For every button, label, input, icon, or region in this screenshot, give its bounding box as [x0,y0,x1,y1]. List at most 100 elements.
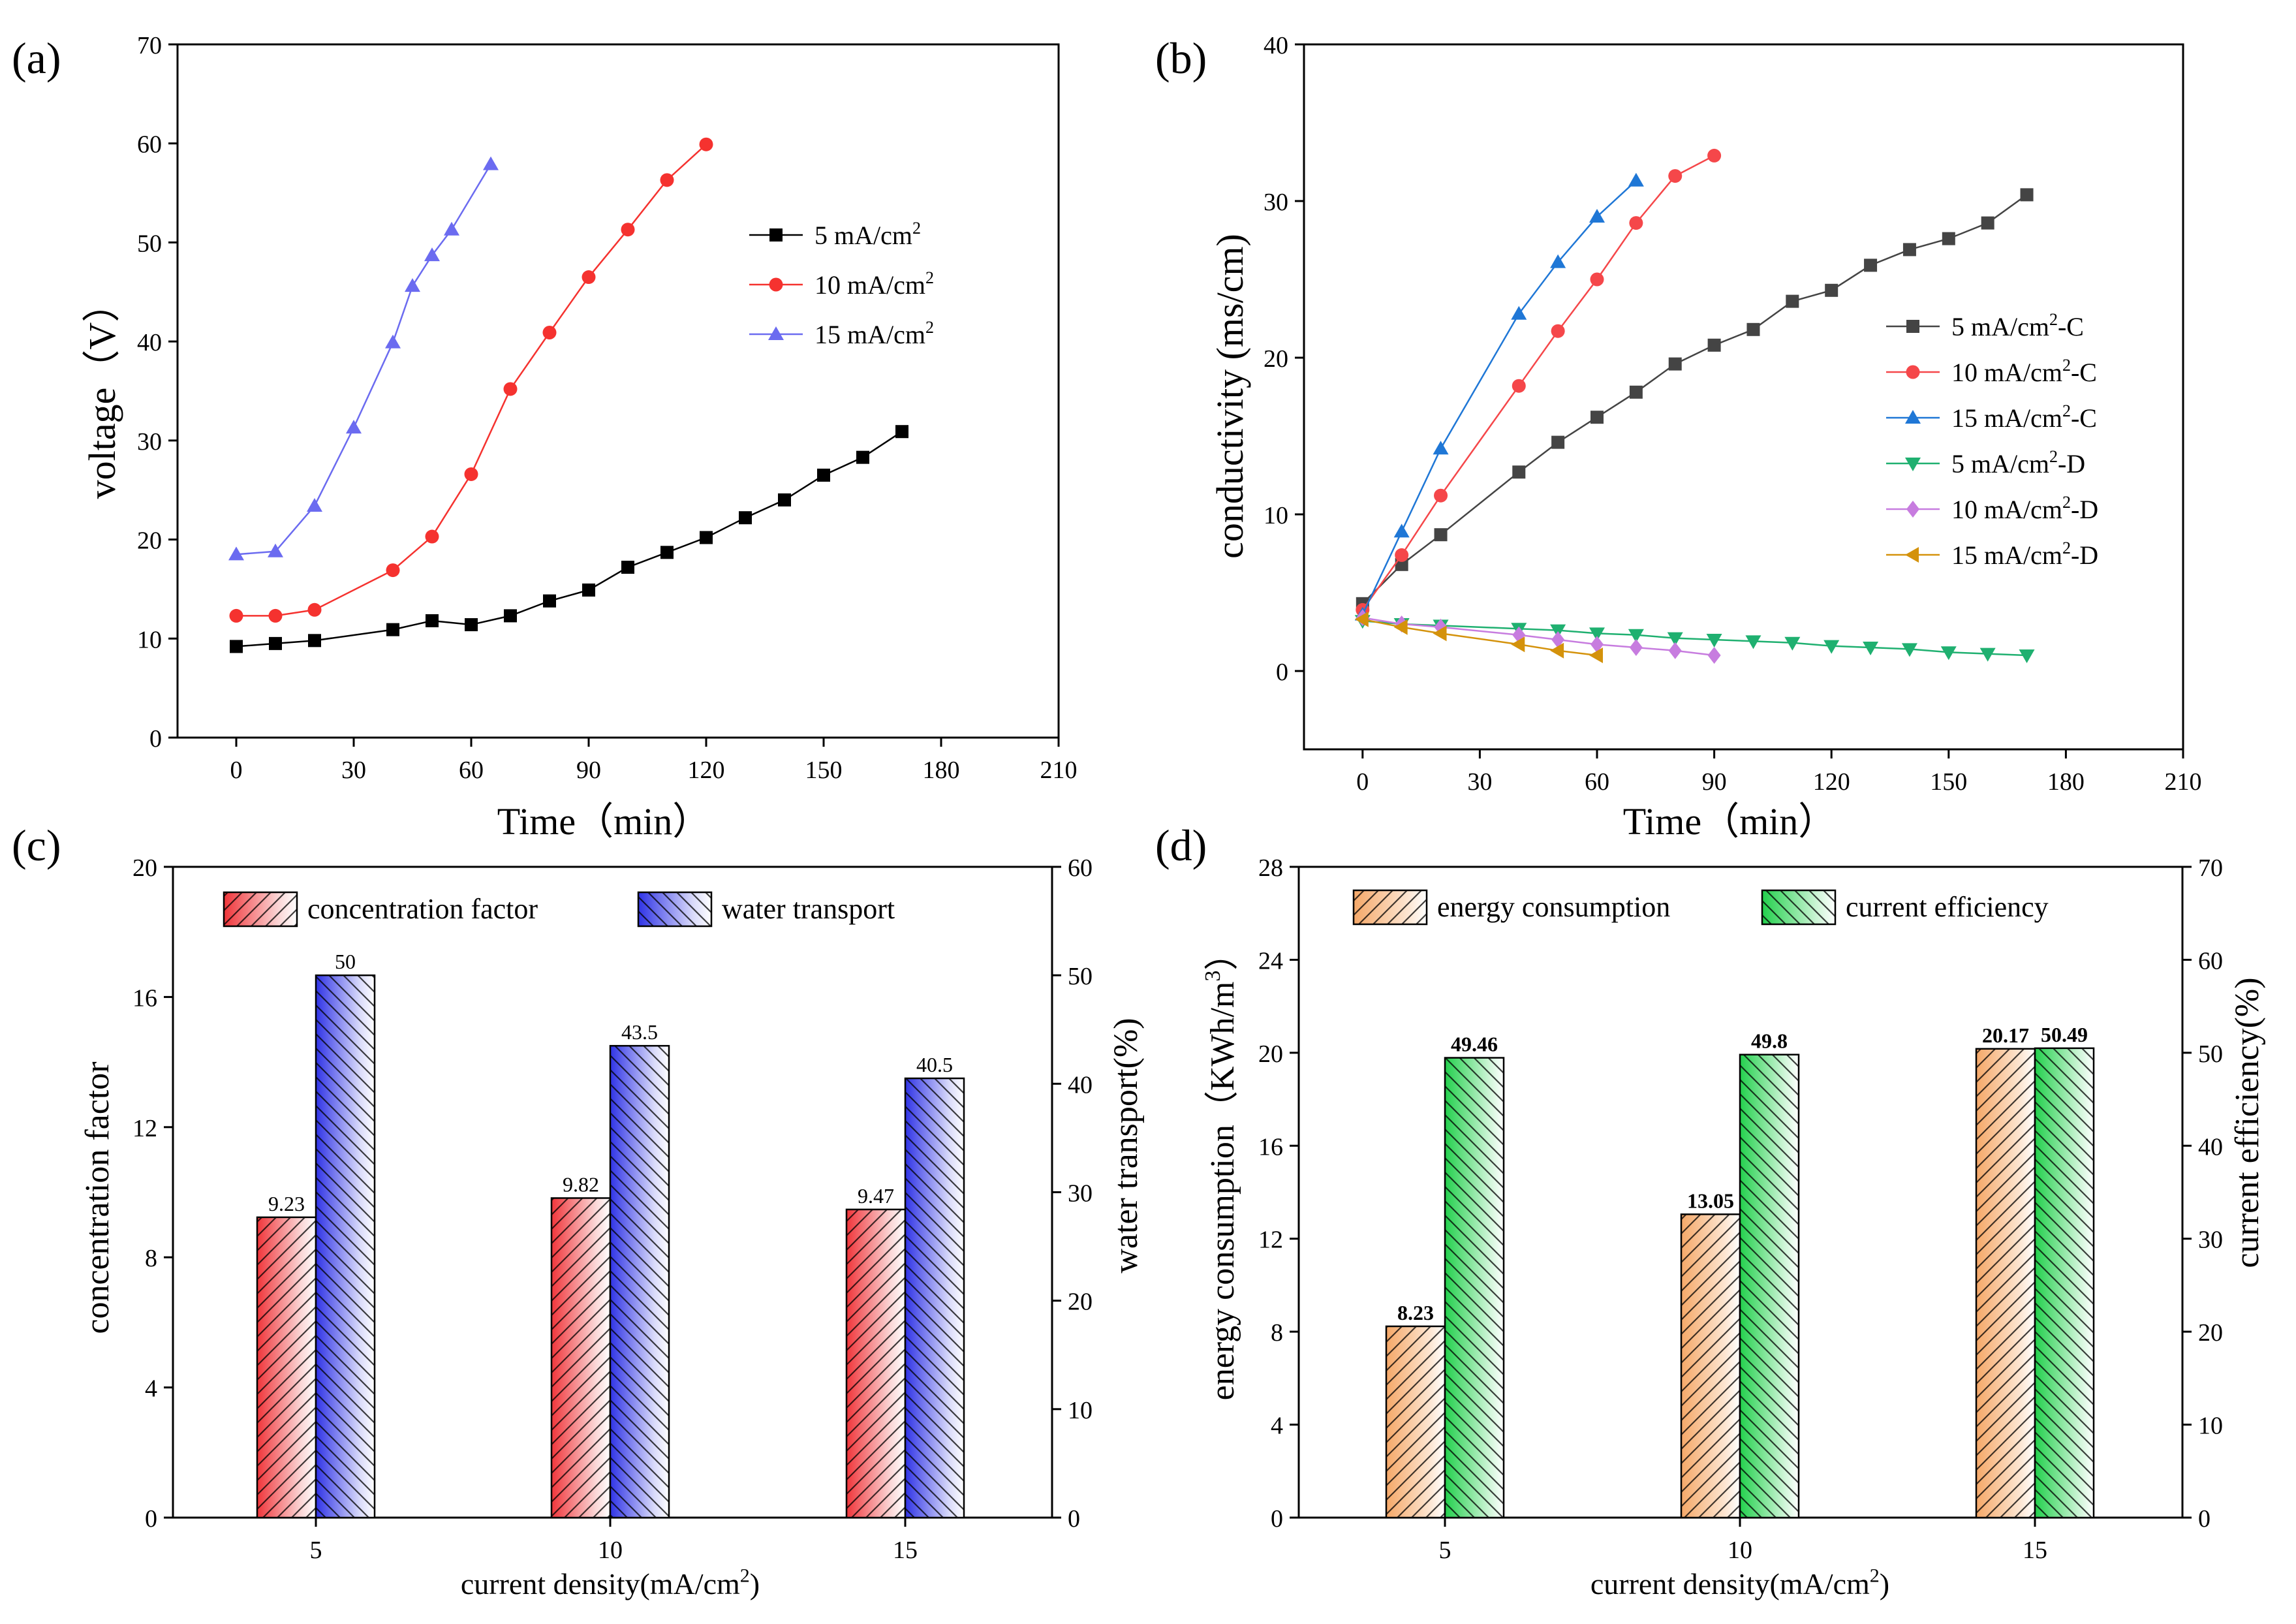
bar-hatch [1740,1054,1799,1518]
panel-label: (c) [12,820,61,870]
y-tick-label: 60 [137,131,162,159]
legend-label: 5 mA/cm2-D [1951,447,2085,478]
y-tick-label: 20 [132,854,157,882]
bar-hatch [1976,1048,2035,1518]
y-right-axis-label: water transport(%) [1108,1018,1145,1273]
y-tick-label: 20 [1258,1040,1283,1068]
plot-frame [1303,43,2184,751]
y-tick-label: 70 [137,32,162,59]
data-point [1863,642,1879,655]
x-tick-label: 15 [893,1537,918,1564]
x-tick-label: 120 [688,757,725,784]
y-right-tick-label: 30 [2198,1226,2223,1254]
data-point [1433,625,1447,642]
data-point [1823,640,1840,654]
data-point [1589,209,1605,223]
y-right-tick-label: 40 [2198,1133,2223,1161]
data-point [1746,322,1760,336]
series-line [236,144,707,617]
legend-label: 15 mA/cm2 [814,318,934,349]
data-point [582,583,595,597]
y-tick-label: 16 [132,984,157,1012]
data-point [1707,338,1721,352]
data-point [1667,632,1683,646]
data-point [228,546,244,561]
y-tick-label: 0 [145,1505,157,1533]
legend-label: energy consumption [1437,891,1670,923]
panel-label: (a) [12,33,61,83]
x-tick-label: 10 [1728,1537,1752,1564]
legend-marker [1905,458,1921,471]
legend-label: 5 mA/cm2-C [1951,310,2084,341]
series-line [1362,618,1598,657]
data-point [346,420,362,434]
data-point [269,636,282,650]
data-point [1979,648,1996,662]
y-tick-label: 24 [1258,947,1283,975]
panel-d: 0 4 8 12 16 20 24 28 0 10 20 30 40 50 60 70 5 8.23 49.46 10… [1201,854,2266,1601]
legend-label: 15 mA/cm2-D [1951,539,2098,570]
bar-value-label: 20.17 [1982,1023,2029,1047]
legend-swatch-hatch [224,892,297,926]
y-tick-label: 4 [145,1375,157,1403]
data-point [1354,611,1369,627]
legend-marker [1905,410,1921,424]
x-axis-label: Time（min） [1623,800,1837,843]
legend-marker [769,228,783,242]
x-tick-label: 210 [1040,757,1078,784]
bar-hatch [1386,1326,1445,1518]
data-point [1629,385,1643,399]
x-tick-label: 90 [1702,768,1727,796]
y-tick-label: 8 [1271,1319,1283,1347]
bar-hatch [905,1078,964,1518]
data-point [1981,216,1994,230]
x-tick-label: 15 [2023,1537,2047,1564]
panel-c: 0 4 8 12 16 20 0 10 20 30 40 50 60 5 9.23 50 10 9.82 43.5 1… [79,854,1145,1601]
data-point [1784,636,1801,651]
y-right-tick-label: 60 [1068,854,1093,882]
data-point [483,156,499,170]
data-point [817,468,830,482]
y-tick-label: 0 [1271,1505,1283,1533]
data-point [385,334,401,349]
data-point [1589,648,1603,663]
legend-label: concentration factor [307,893,538,925]
chart-layer: (a)0 30 60 90 120 150 180 210010203040506070Tim… [12,32,2266,1601]
data-point [542,325,557,339]
data-point [424,247,440,262]
data-point [268,543,283,557]
y-right-axis-label: current efficiency(%) [2229,977,2266,1268]
y-tick-label: 20 [1264,345,1288,373]
data-point [1707,647,1721,664]
y-right-tick-label: 70 [2198,854,2223,882]
y-tick-label: 12 [132,1115,157,1142]
y-right-tick-label: 0 [1068,1505,1080,1533]
x-tick-label: 30 [341,757,366,784]
data-point [1433,441,1449,455]
data-point [465,618,478,632]
y-right-tick-label: 40 [1068,1071,1093,1099]
x-tick-label: 0 [1356,768,1369,796]
y-right-tick-label: 20 [2198,1319,2223,1347]
legend-label: current efficiency [1846,891,2049,923]
x-tick-label: 150 [805,757,843,784]
data-point [700,531,713,544]
x-axis-label: current density(mA/cm2) [461,1565,760,1601]
legend-marker [1906,320,1919,333]
data-point [1395,557,1408,571]
bar-value-label: 8.23 [1397,1301,1434,1324]
legend-label: 15 mA/cm2-C [1951,401,2097,433]
data-point [895,425,908,439]
data-point [1511,305,1527,320]
data-point [268,608,283,623]
y-axis-label: conductivity (ms/cm) [1209,234,1251,559]
y-tick-label: 20 [137,527,162,555]
bar-value-label: 49.8 [1751,1029,1788,1053]
series-line [1362,619,2027,657]
legend-swatch-hatch [1354,890,1427,924]
data-point [1745,635,1761,649]
bar-value-label: 50 [335,950,356,973]
legend-swatch-hatch [638,892,711,926]
data-point [1551,435,1565,449]
